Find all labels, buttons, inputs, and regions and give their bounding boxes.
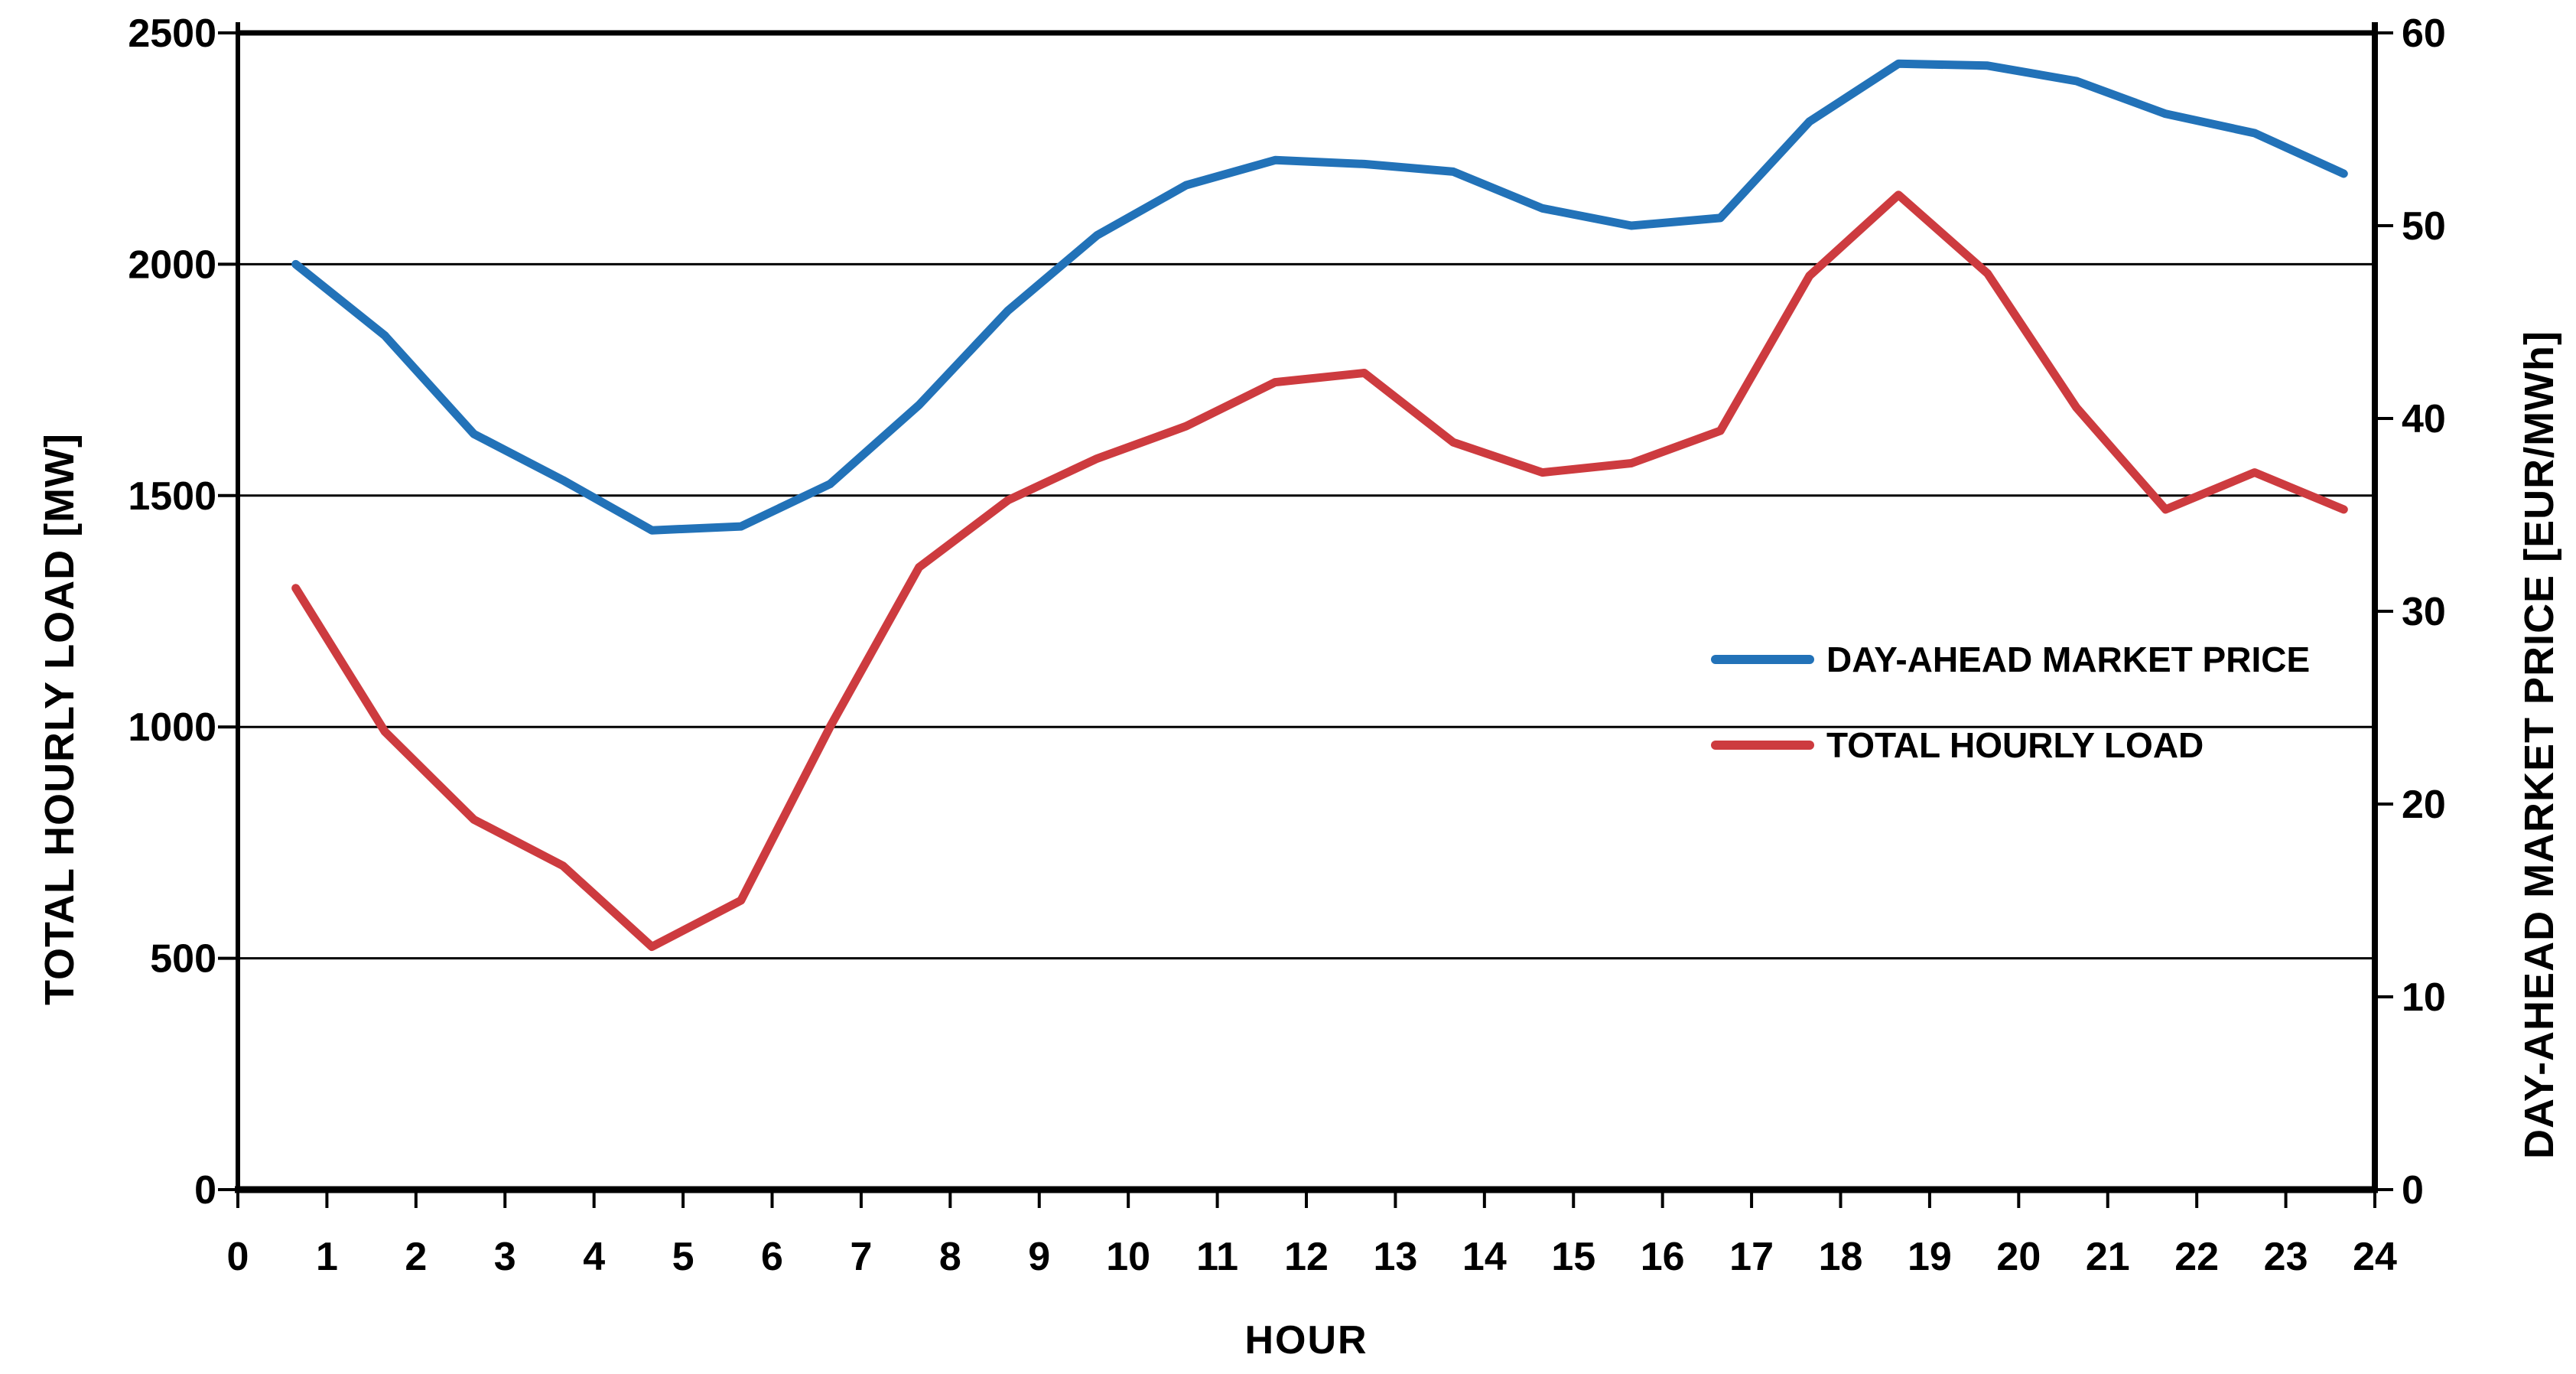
x-tick-label: 14 [1462, 1235, 1507, 1279]
right-tick-label: 10 [2402, 975, 2446, 1020]
x-tick-label: 4 [583, 1235, 605, 1279]
x-tick-label: 0 [227, 1235, 249, 1279]
x-tick-label: 9 [1028, 1235, 1050, 1279]
right-tick-label: 40 [2402, 397, 2446, 441]
x-tick-label: 18 [1819, 1235, 1863, 1279]
left-tick-label: 1000 [128, 705, 216, 750]
left-tick-label: 1500 [128, 474, 216, 519]
load-line [291, 190, 2348, 951]
x-tick-label: 2 [405, 1235, 427, 1279]
left-axis-title: TOTAL HOURLY LOAD [MW] [37, 433, 83, 1005]
right-tick-label: 50 [2402, 204, 2446, 249]
right-axis-title: DAY-AHEAD MARKET PRICE [EUR/MWh] [2516, 330, 2562, 1159]
x-tick-label: 22 [2174, 1235, 2219, 1279]
x-tick-label: 10 [1106, 1235, 1150, 1279]
x-tick-label: 11 [1196, 1235, 1238, 1279]
price-line [291, 59, 2348, 535]
left-tick-label: 2500 [128, 11, 216, 56]
x-tick-label: 24 [2353, 1235, 2397, 1279]
x-tick-label: 1 [316, 1235, 338, 1279]
left-tick-label: 0 [194, 1168, 216, 1213]
x-tick-label: 21 [2086, 1235, 2130, 1279]
price-line-swatch [1711, 655, 1814, 664]
legend-label-price: DAY-AHEAD MARKET PRICE [1826, 640, 2311, 679]
legend: DAY-AHEAD MARKET PRICE TOTAL HOURLY LOAD [1711, 637, 2310, 767]
right-tick-label: 20 [2402, 783, 2446, 827]
x-tick-label: 16 [1641, 1235, 1685, 1279]
right-tick-label: 60 [2402, 11, 2446, 56]
x-tick-label: 7 [850, 1235, 872, 1279]
x-tick-label: 19 [1908, 1235, 1952, 1279]
x-tick-label: 23 [2264, 1235, 2308, 1279]
legend-item-price: DAY-AHEAD MARKET PRICE [1711, 637, 2310, 682]
x-tick-label: 12 [1284, 1235, 1329, 1279]
x-tick-label: 5 [672, 1235, 694, 1279]
right-tick-label: 30 [2402, 590, 2446, 634]
left-tick-label: 500 [150, 937, 216, 982]
legend-label-load: TOTAL HOURLY LOAD [1826, 725, 2204, 765]
x-axis-title: HOUR [1244, 1318, 1368, 1363]
x-tick-label: 8 [939, 1235, 961, 1279]
left-tick-label: 2000 [128, 243, 216, 287]
x-tick-label: 15 [1551, 1235, 1595, 1279]
right-tick-label: 0 [2402, 1168, 2424, 1213]
x-tick-label: 3 [494, 1235, 516, 1279]
x-tick-label: 20 [1996, 1235, 2041, 1279]
x-tick-label: 17 [1729, 1235, 1774, 1279]
load-line-swatch [1711, 741, 1814, 750]
legend-item-load: TOTAL HOURLY LOAD [1711, 723, 2310, 767]
x-tick-label: 13 [1373, 1235, 1417, 1279]
x-tick-label: 6 [761, 1235, 783, 1279]
